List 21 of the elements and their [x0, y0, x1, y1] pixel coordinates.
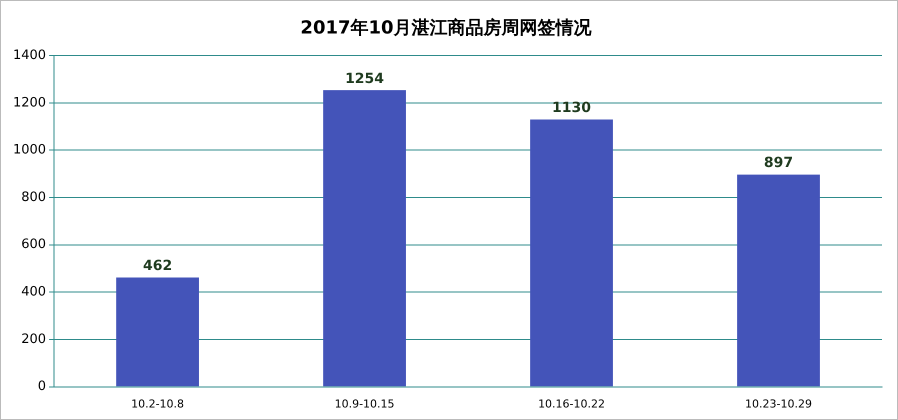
y-tick-label: 1200	[12, 95, 46, 110]
data-label: 462	[142, 258, 172, 274]
data-label: 1254	[345, 70, 384, 87]
data-label: 897	[764, 155, 794, 172]
y-tick-label: 1000	[12, 142, 46, 158]
bar	[116, 278, 199, 386]
y-tick-label: 800	[21, 190, 46, 205]
y-tick-label: 600	[21, 237, 46, 252]
y-tick-label: 400	[21, 284, 46, 300]
x-tick-label: 10.2-10.8	[131, 397, 184, 410]
y-tick-label: 1400	[12, 48, 46, 63]
data-label: 1130	[552, 100, 592, 116]
chart-title: 2017年10月湛江商品房周网签情况	[300, 17, 593, 38]
y-tick-label: 0	[38, 379, 46, 394]
y-tick-label: 200	[21, 332, 46, 347]
bar	[737, 174, 820, 386]
x-tick-label: 10.9-10.15	[334, 397, 395, 410]
x-tick-label: 10.16-10.22	[538, 397, 606, 410]
bar	[530, 119, 613, 386]
bar	[323, 90, 406, 386]
x-tick-label: 10.23-10.29	[745, 397, 812, 410]
